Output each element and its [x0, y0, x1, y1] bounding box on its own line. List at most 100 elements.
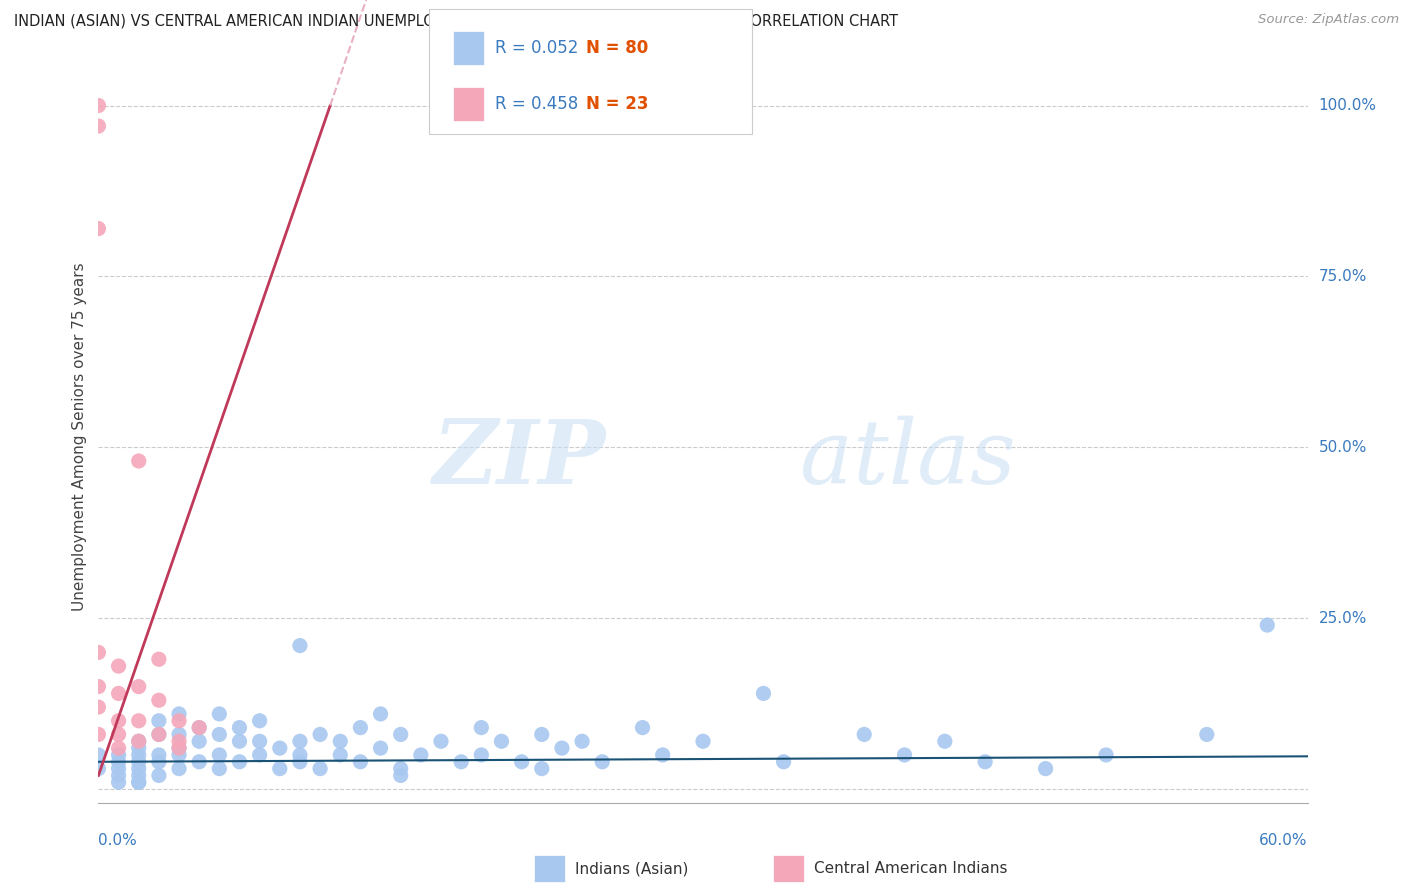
Point [974, 755, 997, 769]
Point [148, 755, 170, 769]
Point [148, 768, 170, 782]
Point [128, 775, 150, 789]
Point [288, 734, 311, 748]
Point [148, 693, 170, 707]
Point [87, 645, 110, 659]
Point [692, 734, 714, 748]
Point [228, 734, 250, 748]
Text: N = 23: N = 23 [586, 95, 648, 112]
Point [571, 734, 593, 748]
Point [752, 686, 775, 700]
Point [249, 714, 271, 728]
Point [87, 747, 110, 762]
Point [853, 727, 876, 741]
Point [107, 686, 129, 700]
Point [249, 734, 271, 748]
Text: 0.0%: 0.0% [98, 833, 138, 848]
Point [87, 98, 110, 112]
Point [430, 734, 453, 748]
Point [491, 734, 513, 748]
Point [107, 762, 129, 776]
Point [389, 762, 412, 776]
Point [87, 680, 110, 694]
Point [107, 659, 129, 673]
Point [107, 747, 129, 762]
Point [107, 755, 129, 769]
Point [167, 762, 190, 776]
Point [1035, 762, 1057, 776]
Point [228, 755, 250, 769]
Point [1256, 618, 1278, 632]
Point [167, 741, 190, 756]
Point [128, 734, 150, 748]
Point [107, 741, 129, 756]
Point [329, 747, 352, 762]
Point [128, 680, 150, 694]
Point [167, 714, 190, 728]
Text: 60.0%: 60.0% [1260, 833, 1308, 848]
Point [288, 639, 311, 653]
Point [128, 747, 150, 762]
Point [188, 721, 211, 735]
Point [188, 721, 211, 735]
Point [167, 734, 190, 748]
Point [530, 762, 553, 776]
Point [450, 755, 472, 769]
Point [128, 755, 150, 769]
Point [148, 727, 170, 741]
Text: R = 0.458: R = 0.458 [495, 95, 578, 112]
Point [934, 734, 956, 748]
Point [148, 714, 170, 728]
Point [1095, 747, 1118, 762]
Point [288, 747, 311, 762]
Point [128, 714, 150, 728]
Text: 75.0%: 75.0% [1319, 268, 1367, 284]
Point [107, 714, 129, 728]
Text: Indians (Asian): Indians (Asian) [575, 862, 689, 876]
Point [349, 755, 371, 769]
Point [370, 706, 392, 721]
Point [208, 747, 231, 762]
Point [551, 741, 574, 756]
Point [269, 762, 291, 776]
Point [87, 700, 110, 714]
Point [349, 721, 371, 735]
Point [167, 741, 190, 756]
Point [107, 727, 129, 741]
Text: INDIAN (ASIAN) VS CENTRAL AMERICAN INDIAN UNEMPLOYMENT AMONG SENIORS OVER 75 YEA: INDIAN (ASIAN) VS CENTRAL AMERICAN INDIA… [14, 13, 898, 29]
Point [1195, 727, 1218, 741]
Point [148, 652, 170, 666]
Point [107, 775, 129, 789]
Point [148, 747, 170, 762]
Point [188, 734, 211, 748]
Point [128, 741, 150, 756]
Text: atlas: atlas [800, 416, 1015, 502]
Point [288, 755, 311, 769]
Point [591, 755, 613, 769]
Point [651, 747, 673, 762]
Point [148, 727, 170, 741]
Text: Source: ZipAtlas.com: Source: ZipAtlas.com [1258, 13, 1399, 27]
Point [631, 721, 654, 735]
Point [228, 721, 250, 735]
Text: 100.0%: 100.0% [1319, 98, 1376, 113]
Point [370, 741, 392, 756]
Text: ZIP: ZIP [433, 416, 606, 502]
Point [208, 762, 231, 776]
Point [470, 721, 492, 735]
Point [309, 727, 332, 741]
Point [772, 755, 794, 769]
Text: 25.0%: 25.0% [1319, 611, 1367, 625]
Point [389, 768, 412, 782]
Text: 50.0%: 50.0% [1319, 440, 1367, 455]
Point [87, 727, 110, 741]
Y-axis label: Unemployment Among Seniors over 75 years: Unemployment Among Seniors over 75 years [72, 263, 87, 611]
Point [389, 727, 412, 741]
Point [530, 727, 553, 741]
Point [107, 768, 129, 782]
Point [128, 454, 150, 468]
Point [893, 747, 915, 762]
Point [167, 706, 190, 721]
Text: Central American Indians: Central American Indians [814, 862, 1008, 876]
Text: N = 80: N = 80 [586, 39, 648, 57]
